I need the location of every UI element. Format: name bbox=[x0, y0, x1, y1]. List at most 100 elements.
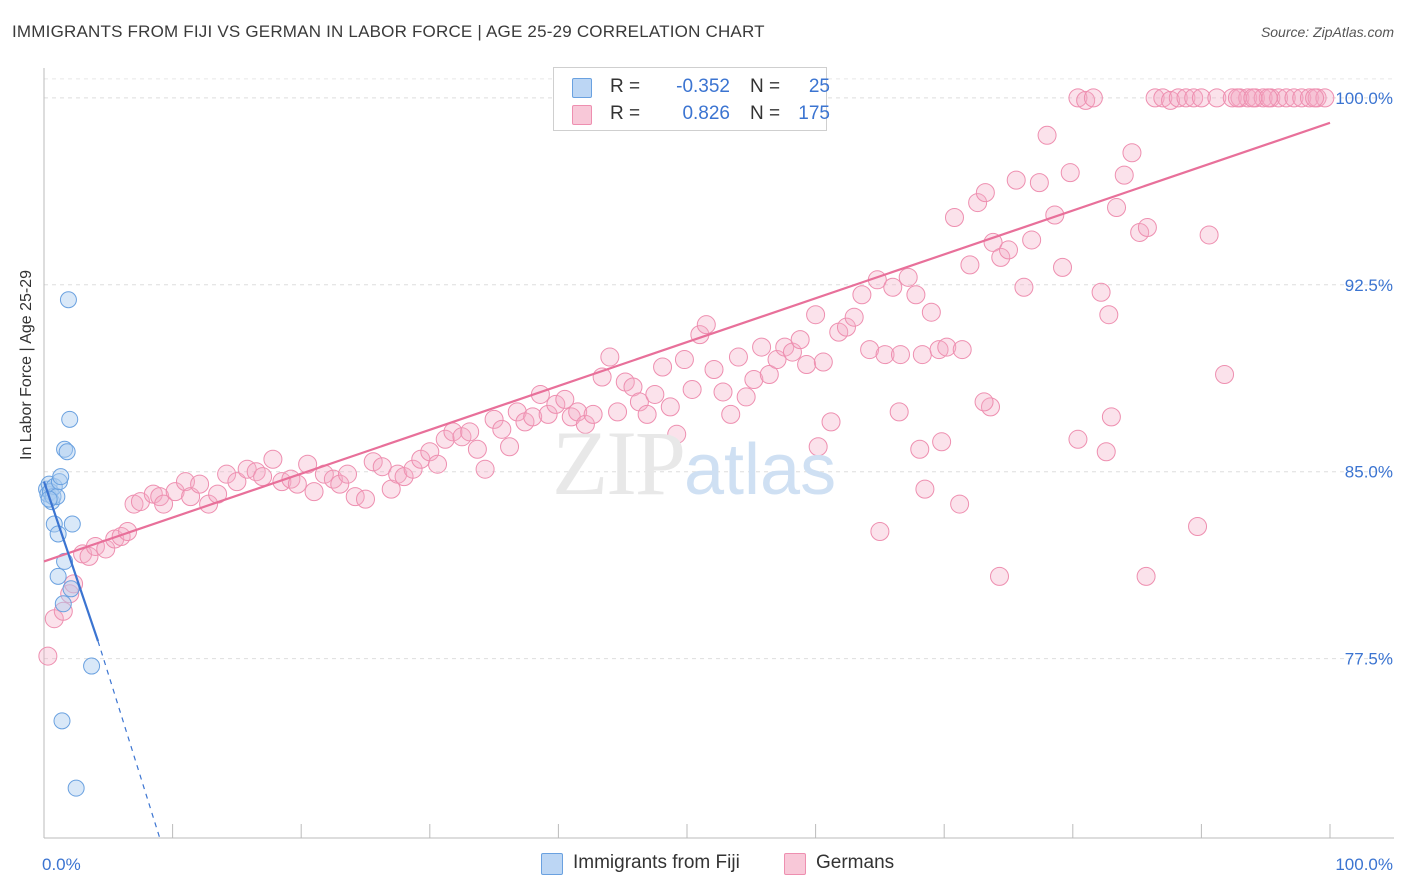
german-point bbox=[875, 345, 895, 365]
watermark: ZIPatlas bbox=[552, 410, 836, 516]
german-point bbox=[944, 208, 964, 228]
german-point bbox=[912, 345, 932, 365]
german-point bbox=[915, 479, 935, 499]
german-point bbox=[1136, 566, 1156, 586]
german-point bbox=[1137, 217, 1157, 237]
german-point bbox=[1227, 88, 1247, 108]
german-trend-line bbox=[43, 121, 1331, 563]
german-point bbox=[889, 402, 909, 422]
german-point bbox=[1096, 442, 1116, 462]
german-point bbox=[752, 337, 772, 357]
german-point bbox=[721, 404, 741, 424]
german-point bbox=[975, 183, 995, 203]
german-point bbox=[883, 277, 903, 297]
german-point bbox=[217, 464, 237, 484]
german-point bbox=[403, 459, 423, 479]
german-point bbox=[1068, 88, 1088, 108]
german-point bbox=[906, 285, 926, 305]
german-point bbox=[852, 285, 872, 305]
german-point bbox=[190, 474, 210, 494]
watermark-zip: ZIP bbox=[552, 412, 686, 514]
y-axis-label: In Labor Force | Age 25-29 bbox=[18, 269, 35, 460]
german-legend-label: Germans bbox=[816, 852, 895, 873]
german-point bbox=[1191, 88, 1211, 108]
german-point bbox=[898, 267, 918, 287]
german-point bbox=[1145, 88, 1165, 108]
german-point bbox=[645, 384, 665, 404]
german-point bbox=[696, 315, 716, 335]
source-credit: Source: ZipAtlas.com bbox=[1260, 24, 1394, 40]
german-point bbox=[1243, 88, 1263, 108]
german-point bbox=[860, 340, 880, 360]
german-point bbox=[980, 397, 1000, 417]
correlation-legend: R = -0.352 N = 25 R = 0.826 N = 175 bbox=[553, 67, 830, 131]
german-point bbox=[637, 404, 657, 424]
german-point bbox=[253, 467, 273, 487]
german-point bbox=[1215, 365, 1235, 385]
german-point bbox=[484, 409, 504, 429]
german-point bbox=[523, 407, 543, 427]
x-tick-label-max: 100.0% bbox=[1335, 855, 1393, 874]
german-point bbox=[79, 546, 99, 566]
german-point bbox=[165, 482, 185, 502]
fiji-r-label: R = bbox=[610, 76, 641, 97]
german-point bbox=[1188, 517, 1208, 537]
german-point bbox=[790, 330, 810, 350]
german-point bbox=[175, 472, 195, 492]
german-point bbox=[1006, 170, 1026, 190]
german-point bbox=[870, 521, 890, 541]
german-point bbox=[1076, 90, 1096, 110]
german-point bbox=[674, 350, 694, 370]
german-point bbox=[492, 419, 512, 439]
y-tick-label: 92.5% bbox=[1345, 276, 1393, 295]
german-point bbox=[1299, 88, 1319, 108]
german-point bbox=[608, 402, 628, 422]
german-point bbox=[713, 382, 733, 402]
german-point bbox=[1253, 88, 1273, 108]
german-point bbox=[910, 439, 930, 459]
chart-title: IMMIGRANTS FROM FIJI VS GERMAN IN LABOR … bbox=[12, 22, 765, 41]
german-point bbox=[1068, 429, 1088, 449]
german-point bbox=[363, 452, 383, 472]
fiji-point bbox=[58, 443, 76, 461]
german-point bbox=[736, 387, 756, 407]
fiji-point bbox=[45, 515, 63, 533]
german-point bbox=[952, 340, 972, 360]
german-point bbox=[821, 412, 841, 432]
german-point bbox=[950, 494, 970, 514]
german-point bbox=[1222, 88, 1242, 108]
german-point bbox=[337, 464, 357, 484]
german-point bbox=[323, 469, 343, 489]
fiji-point bbox=[67, 779, 85, 797]
german-point bbox=[806, 305, 826, 325]
y-tick-label: 77.5% bbox=[1345, 650, 1393, 669]
german-point bbox=[1258, 88, 1278, 108]
german-point bbox=[356, 489, 375, 509]
german-point bbox=[1053, 257, 1073, 277]
fiji-n-value: 25 bbox=[808, 76, 830, 97]
german-point bbox=[1199, 225, 1219, 245]
german-point bbox=[1153, 88, 1173, 108]
german-point bbox=[1122, 143, 1142, 163]
german-point bbox=[1315, 88, 1335, 108]
fiji-legend-icon bbox=[541, 853, 563, 875]
german-point bbox=[1099, 305, 1119, 325]
german-point bbox=[989, 566, 1009, 586]
german-point bbox=[744, 369, 764, 389]
fiji-point bbox=[54, 595, 72, 613]
german-point bbox=[937, 337, 957, 357]
german-point bbox=[1207, 88, 1227, 108]
german-point bbox=[704, 360, 724, 380]
german-point bbox=[435, 429, 455, 449]
fiji-point bbox=[49, 567, 67, 585]
german-point bbox=[1114, 165, 1134, 185]
german-point bbox=[1161, 90, 1181, 110]
german-point bbox=[1091, 282, 1111, 302]
german-point bbox=[1037, 125, 1057, 145]
german-point bbox=[1045, 205, 1065, 225]
german-point bbox=[808, 437, 828, 457]
y-tick-label: 85.0% bbox=[1345, 463, 1393, 482]
german-n-value: 175 bbox=[798, 103, 830, 124]
german-point bbox=[983, 232, 1003, 252]
fiji-swatch-icon bbox=[572, 78, 592, 98]
